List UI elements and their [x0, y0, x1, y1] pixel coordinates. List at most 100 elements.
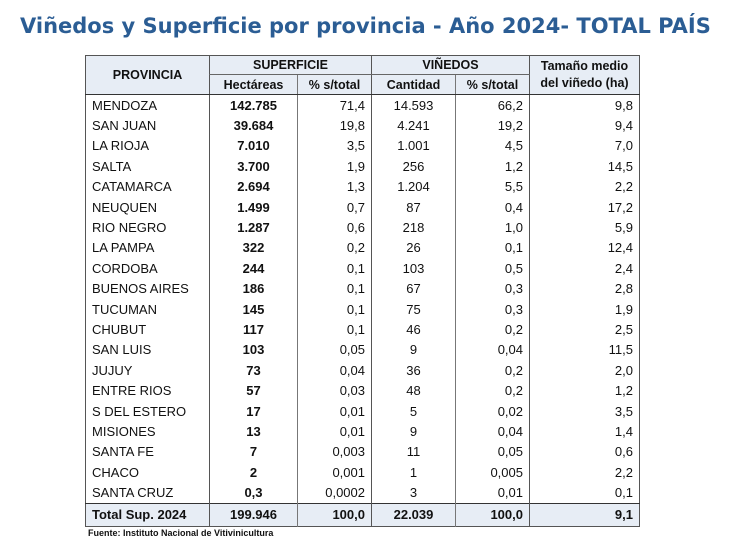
- cell-pct-superficie: 0,6: [297, 217, 372, 238]
- cell-tamano: 9,8: [529, 94, 640, 116]
- cell-hectareas: 1.499: [209, 196, 298, 218]
- table-row: TUCUMAN 145 0,1 75 0,3 1,9: [86, 298, 640, 320]
- cell-hectareas: 17: [209, 400, 298, 422]
- cell-provincia: CHACO: [92, 464, 139, 480]
- cell-pct-superficie: 3,5: [297, 135, 372, 157]
- cell-hectareas: 103: [209, 339, 298, 361]
- cell-hectareas: 244: [209, 258, 298, 279]
- cell-pct-vinedos: 4,5: [455, 135, 530, 157]
- cell-tamano: 5,9: [529, 217, 640, 238]
- total-row: Total Sup. 2024 199.946 100,0 22.039 100…: [85, 502, 640, 527]
- cell-provincia: NEUQUEN: [92, 199, 158, 215]
- cell-pct-vinedos: 66,2: [455, 94, 530, 116]
- cell-pct-superficie: 0,01: [297, 400, 372, 422]
- header-pct-superficie: % s/total: [297, 74, 372, 95]
- cell-pct-vinedos: 0,02: [455, 400, 530, 422]
- cell-pct-superficie: 0,04: [297, 360, 372, 381]
- cell-pct-vinedos: 0,04: [455, 339, 530, 361]
- cell-pct-superficie: 0,0002: [297, 482, 372, 504]
- cell-pct-superficie: 1,3: [297, 176, 372, 197]
- cell-cantidad: 218: [371, 217, 456, 238]
- source-note: Fuente: Instituto Nacional de Vitivinicu…: [88, 528, 274, 538]
- cell-provincia: SAN LUIS: [92, 342, 152, 358]
- cell-pct-superficie: 0,05: [297, 339, 372, 361]
- cell-pct-superficie: 71,4: [297, 94, 372, 116]
- cell-pct-vinedos: 0,005: [455, 462, 530, 483]
- cell-hectareas: 186: [209, 278, 298, 299]
- cell-provincia: CATAMARCA: [92, 179, 172, 195]
- cell-tamano: 2,2: [529, 176, 640, 197]
- table-row: NEUQUEN 1.499 0,7 87 0,4 17,2: [86, 196, 640, 218]
- table-row: CHACO 2 0,001 1 0,005 2,2: [86, 462, 640, 483]
- cell-pct-vinedos: 0,2: [455, 360, 530, 381]
- total-pct-superficie: 100,0: [297, 502, 372, 527]
- cell-pct-superficie: 0,1: [297, 278, 372, 299]
- cell-cantidad: 1: [371, 462, 456, 483]
- cell-provincia: JUJUY: [92, 362, 133, 378]
- cell-provincia: LA PAMPA: [92, 240, 155, 256]
- table-row: MISIONES 13 0,01 9 0,04 1,4: [86, 421, 640, 442]
- cell-provincia: CORDOBA: [92, 260, 158, 276]
- cell-hectareas: 117: [209, 319, 298, 340]
- cell-cantidad: 26: [371, 237, 456, 259]
- cell-cantidad: 256: [371, 156, 456, 177]
- cell-tamano: 1,4: [529, 421, 640, 442]
- total-cantidad: 22.039: [371, 502, 456, 527]
- cell-hectareas: 13: [209, 421, 298, 442]
- table-body: MENDOZA 142.785 71,4 14.593 66,2 9,8 SAN JUAN 3…: [86, 94, 640, 504]
- header-vinedos: VIÑEDOS: [371, 55, 530, 75]
- cell-tamano: 2,4: [529, 258, 640, 279]
- cell-provincia: RIO NEGRO: [92, 220, 167, 236]
- cell-provincia: CHUBUT: [92, 321, 147, 337]
- total-tamano: 9,1: [529, 502, 640, 527]
- cell-tamano: 0,1: [529, 482, 640, 504]
- cell-pct-vinedos: 0,1: [455, 237, 530, 259]
- cell-pct-vinedos: 19,2: [455, 115, 530, 136]
- cell-pct-vinedos: 0,05: [455, 441, 530, 463]
- cell-tamano: 2,8: [529, 278, 640, 299]
- page-title: Viñedos y Superficie por provincia - Año…: [20, 14, 711, 38]
- cell-hectareas: 3.700: [209, 156, 298, 177]
- table-row: LA RIOJA 7.010 3,5 1.001 4,5 7,0: [86, 135, 640, 157]
- cell-pct-vinedos: 0,2: [455, 319, 530, 340]
- cell-cantidad: 1.001: [371, 135, 456, 157]
- cell-pct-superficie: 0,7: [297, 196, 372, 218]
- cell-cantidad: 67: [371, 278, 456, 299]
- cell-pct-superficie: 0,1: [297, 258, 372, 279]
- table-row: CORDOBA 244 0,1 103 0,5 2,4: [86, 258, 640, 279]
- cell-cantidad: 48: [371, 380, 456, 401]
- cell-tamano: 17,2: [529, 196, 640, 218]
- cell-pct-vinedos: 0,5: [455, 258, 530, 279]
- cell-pct-superficie: 0,01: [297, 421, 372, 442]
- cell-tamano: 2,5: [529, 319, 640, 340]
- table-row: LA PAMPA 322 0,2 26 0,1 12,4: [86, 237, 640, 259]
- table-row: SANTA FE 7 0,003 11 0,05 0,6: [86, 441, 640, 463]
- cell-hectareas: 142.785: [209, 94, 298, 116]
- cell-hectareas: 0,3: [209, 482, 298, 504]
- table-row: SANTA CRUZ 0,3 0,0002 3 0,01 0,1: [86, 482, 640, 504]
- table-row: CATAMARCA 2.694 1,3 1.204 5,5 2,2: [86, 176, 640, 197]
- cell-pct-vinedos: 5,5: [455, 176, 530, 197]
- cell-hectareas: 39.684: [209, 115, 298, 136]
- cell-cantidad: 3: [371, 482, 456, 504]
- header-superficie: SUPERFICIE: [209, 55, 372, 75]
- cell-pct-superficie: 0,2: [297, 237, 372, 259]
- cell-provincia: ENTRE RIOS: [92, 383, 172, 399]
- cell-pct-superficie: 0,001: [297, 462, 372, 483]
- table-row: SAN JUAN 39.684 19,8 4.241 19,2 9,4: [86, 115, 640, 136]
- cell-provincia: SANTA FE: [92, 444, 154, 460]
- cell-pct-vinedos: 0,3: [455, 278, 530, 299]
- table-row: RIO NEGRO 1.287 0,6 218 1,0 5,9: [86, 217, 640, 238]
- cell-pct-superficie: 0,003: [297, 441, 372, 463]
- cell-pct-superficie: 1,9: [297, 156, 372, 177]
- header-hectareas: Hectáreas: [209, 74, 298, 95]
- cell-pct-vinedos: 1,2: [455, 156, 530, 177]
- cell-pct-vinedos: 0,04: [455, 421, 530, 442]
- cell-hectareas: 2: [209, 462, 298, 483]
- cell-cantidad: 9: [371, 421, 456, 442]
- cell-provincia: BUENOS AIRES: [92, 281, 189, 297]
- cell-cantidad: 9: [371, 339, 456, 361]
- cell-tamano: 12,4: [529, 237, 640, 259]
- cell-tamano: 7,0: [529, 135, 640, 157]
- cell-pct-vinedos: 1,0: [455, 217, 530, 238]
